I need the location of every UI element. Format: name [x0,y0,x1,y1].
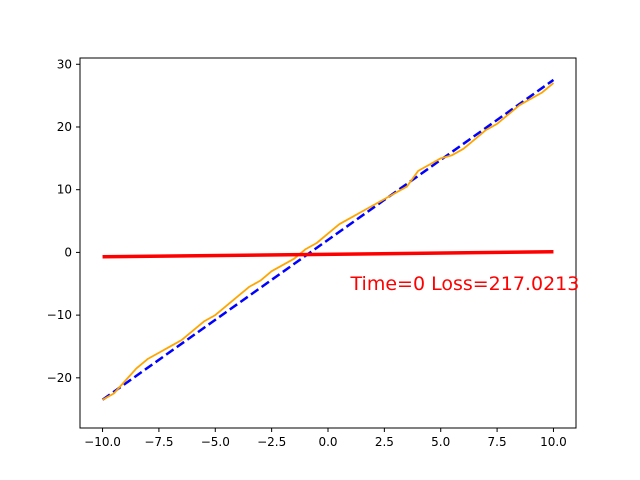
loss-annotation: Time=0 Loss=217.0213 [350,273,580,295]
x-tick-label: −10.0 [84,435,121,449]
x-tick-label: 0.0 [318,435,337,449]
y-tick-label: 30 [57,57,72,71]
y-tick-label: −10 [47,308,72,322]
series-layer [101,78,555,401]
x-tick-label: 10.0 [540,435,567,449]
x-tick-label: −5.0 [201,435,230,449]
x-tick-label: 2.5 [375,435,394,449]
x-tick-label: 7.5 [488,435,507,449]
y-tick-label: 0 [64,245,72,259]
x-tick-label: 5.0 [431,435,450,449]
x-tick-label: −2.5 [257,435,286,449]
y-tick-label: 20 [57,120,72,134]
model-fit-line [102,250,554,259]
y-tick-label: 10 [57,183,72,197]
y-tick-label: −20 [47,371,72,385]
y-axis: −20 −10 0 10 20 30 [47,57,80,385]
noisy-data-line [102,82,555,401]
x-tick-label: −7.5 [144,435,173,449]
target-line-dashed [101,78,555,401]
x-axis: −10.0 −7.5 −5.0 −2.5 0.0 2.5 5.0 7.5 10.0 [84,428,567,449]
